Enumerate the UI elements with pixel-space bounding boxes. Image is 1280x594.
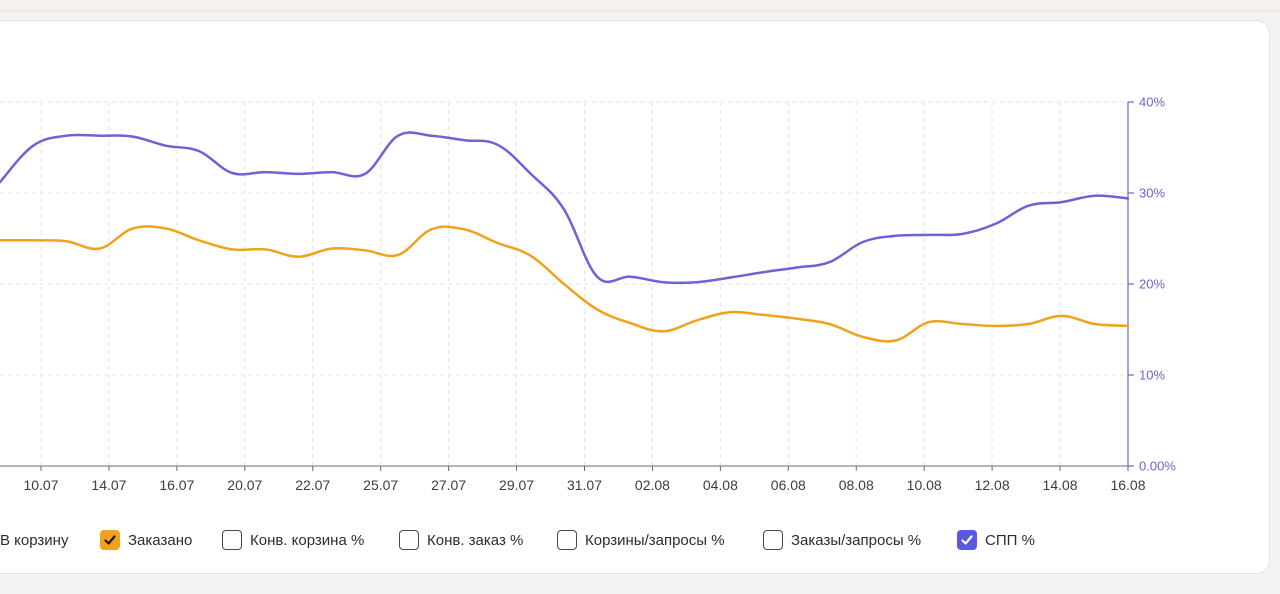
chart-legend: В корзину Заказано Конв. корзина % Конв.… — [0, 527, 1280, 555]
x-tick-label: 04.08 — [703, 477, 738, 493]
axes — [0, 101, 1134, 471]
legend-label: Корзины/запросы % — [585, 531, 725, 549]
legend-item-konv-korzina[interactable]: Конв. корзина % — [222, 527, 364, 553]
legend-checkbox[interactable] — [557, 530, 577, 550]
x-tick-label: 08.08 — [839, 477, 874, 493]
legend-item-konv-zakaz[interactable]: Конв. заказ % — [399, 527, 523, 553]
x-tick-label: 10.08 — [907, 477, 942, 493]
y-tick-label: 20% — [1139, 277, 1165, 292]
y-tick-label: 0.00% — [1139, 459, 1176, 474]
legend-label: В корзину — [0, 531, 69, 549]
legend-checkbox[interactable] — [763, 530, 783, 550]
x-tick-label: 20.07 — [227, 477, 262, 493]
check-icon — [961, 535, 973, 545]
y-tick-label: 30% — [1139, 186, 1165, 201]
legend-checkbox[interactable] — [100, 530, 120, 550]
legend-label: Заказано — [128, 531, 193, 549]
legend-label: Конв. заказ % — [427, 531, 524, 549]
legend-checkbox[interactable] — [399, 530, 419, 550]
legend-checkbox[interactable] — [222, 530, 242, 550]
x-tick-label: 27.07 — [431, 477, 466, 493]
x-tick-label: 14.08 — [1043, 477, 1078, 493]
x-tick-label: 31.07 — [567, 477, 602, 493]
legend-item-zakazano[interactable]: Заказано — [100, 527, 192, 553]
check-icon — [104, 535, 116, 545]
legend-label: СПП % — [985, 531, 1035, 549]
x-tick-label: 10.07 — [23, 477, 58, 493]
y-tick-label: 40% — [1139, 95, 1165, 110]
y-tick-label: 10% — [1139, 368, 1165, 383]
x-tick-label: 06.08 — [771, 477, 806, 493]
x-tick-label: 02.08 — [635, 477, 670, 493]
legend-item-korziny-zaprosy[interactable]: Корзины/запросы % — [557, 527, 725, 553]
x-tick-label: 16.08 — [1110, 477, 1145, 493]
x-tick-label: 29.07 — [499, 477, 534, 493]
tick-labels: 0.00% 10% 20% 30% 40% 10.07 14.07 16.07 20.07 22.… — [23, 95, 1176, 494]
legend-checkbox[interactable] — [957, 530, 977, 550]
legend-item-zakazy-zaprosy[interactable]: Заказы/запросы % — [763, 527, 921, 553]
legend-label: Заказы/запросы % — [791, 531, 922, 549]
x-tick-label: 22.07 — [295, 477, 330, 493]
chart-card — [0, 20, 1270, 574]
top-divider — [0, 0, 1280, 11]
legend-label: Конв. корзина % — [250, 531, 365, 549]
series-line-spp — [0, 131, 1130, 285]
x-tick-label: 14.07 — [91, 477, 126, 493]
series-line-zakazano — [0, 225, 1130, 343]
x-tick-label: 16.07 — [159, 477, 194, 493]
x-tick-label: 12.08 — [975, 477, 1010, 493]
x-tick-label: 25.07 — [363, 477, 398, 493]
series-lines — [0, 131, 1130, 343]
legend-item-spp[interactable]: СПП % — [957, 527, 1035, 553]
legend-item-v-korzinu[interactable]: В корзину — [0, 527, 68, 553]
